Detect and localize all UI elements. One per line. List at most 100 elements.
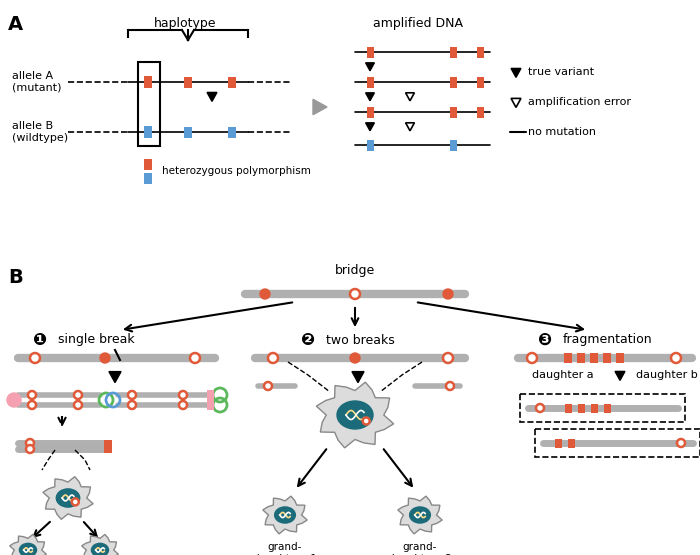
Circle shape [350,353,360,363]
Text: ❶: ❶ [33,331,47,349]
Bar [367,77,374,88]
Text: true variant: true variant [528,67,594,77]
Bar [564,353,572,363]
Bar [144,173,152,184]
Ellipse shape [410,507,430,523]
Ellipse shape [337,401,373,429]
Text: haplotype: haplotype [154,17,216,30]
Circle shape [443,353,453,363]
Polygon shape [207,92,217,102]
Circle shape [190,353,200,363]
Polygon shape [82,534,118,555]
Bar [477,47,484,58]
Bar [144,159,152,169]
Circle shape [527,353,537,363]
Polygon shape [262,496,307,534]
Circle shape [443,289,453,299]
Bar [564,403,571,412]
Polygon shape [352,372,364,382]
Circle shape [350,289,360,299]
Text: grand-
daughter a2: grand- daughter a2 [388,542,452,555]
Bar [206,400,214,410]
Text: bridge: bridge [335,264,375,277]
Text: no mutation: no mutation [528,127,596,137]
Polygon shape [316,382,393,448]
Text: B: B [8,268,22,287]
Bar [554,438,561,447]
Circle shape [179,401,187,409]
Text: daughter b: daughter b [636,370,698,380]
Circle shape [30,353,40,363]
Polygon shape [615,371,625,380]
Polygon shape [10,534,46,555]
Text: two breaks: two breaks [326,334,395,346]
Bar [138,62,160,146]
Polygon shape [365,63,375,71]
Bar [616,353,624,363]
Text: heterozygous polymorphism: heterozygous polymorphism [162,166,311,176]
Bar [367,107,374,118]
Ellipse shape [56,489,80,507]
Polygon shape [365,123,375,131]
Bar [367,139,374,150]
Circle shape [7,393,21,407]
Bar [591,403,598,412]
Text: allele A
(mutant): allele A (mutant) [12,71,62,93]
Circle shape [446,382,454,390]
Circle shape [264,382,272,390]
Bar [449,77,456,88]
Bar [477,77,484,88]
Polygon shape [511,68,521,77]
Text: A: A [8,15,23,34]
Circle shape [536,404,544,412]
Bar [144,126,152,138]
Circle shape [671,353,681,363]
Bar [449,107,456,118]
Circle shape [260,289,270,299]
Bar [144,76,152,88]
Polygon shape [398,496,442,534]
Text: ❷: ❷ [301,331,315,349]
Circle shape [179,391,187,399]
Text: single break: single break [58,334,134,346]
Circle shape [268,353,278,363]
Bar [367,47,374,58]
Text: amplification error: amplification error [528,97,631,107]
Circle shape [128,401,136,409]
Bar [477,107,484,118]
Bar [535,429,700,457]
Circle shape [677,439,685,447]
Circle shape [100,353,110,363]
Bar [228,127,236,138]
Bar [206,390,214,400]
Polygon shape [43,477,93,519]
Circle shape [28,391,36,399]
Bar [449,139,456,150]
Circle shape [74,391,82,399]
Circle shape [26,439,34,447]
Ellipse shape [20,543,36,555]
Bar [104,440,112,452]
Bar [578,403,584,412]
Bar [590,353,598,363]
Text: allele B
(wildtype): allele B (wildtype) [12,121,68,143]
Ellipse shape [92,543,108,555]
Bar [568,438,575,447]
Bar [449,47,456,58]
Bar [101,354,109,362]
Bar [603,403,610,412]
Text: fragmentation: fragmentation [563,334,652,346]
Bar [184,77,192,88]
Text: amplified DNA: amplified DNA [373,17,463,30]
Polygon shape [365,93,375,101]
Bar [184,127,192,138]
Circle shape [72,498,79,506]
Bar [577,353,585,363]
Polygon shape [109,372,121,382]
Circle shape [363,417,370,425]
Bar [603,353,611,363]
Text: ❸: ❸ [538,331,552,349]
Circle shape [28,401,36,409]
Bar [520,394,685,422]
Ellipse shape [274,507,295,523]
